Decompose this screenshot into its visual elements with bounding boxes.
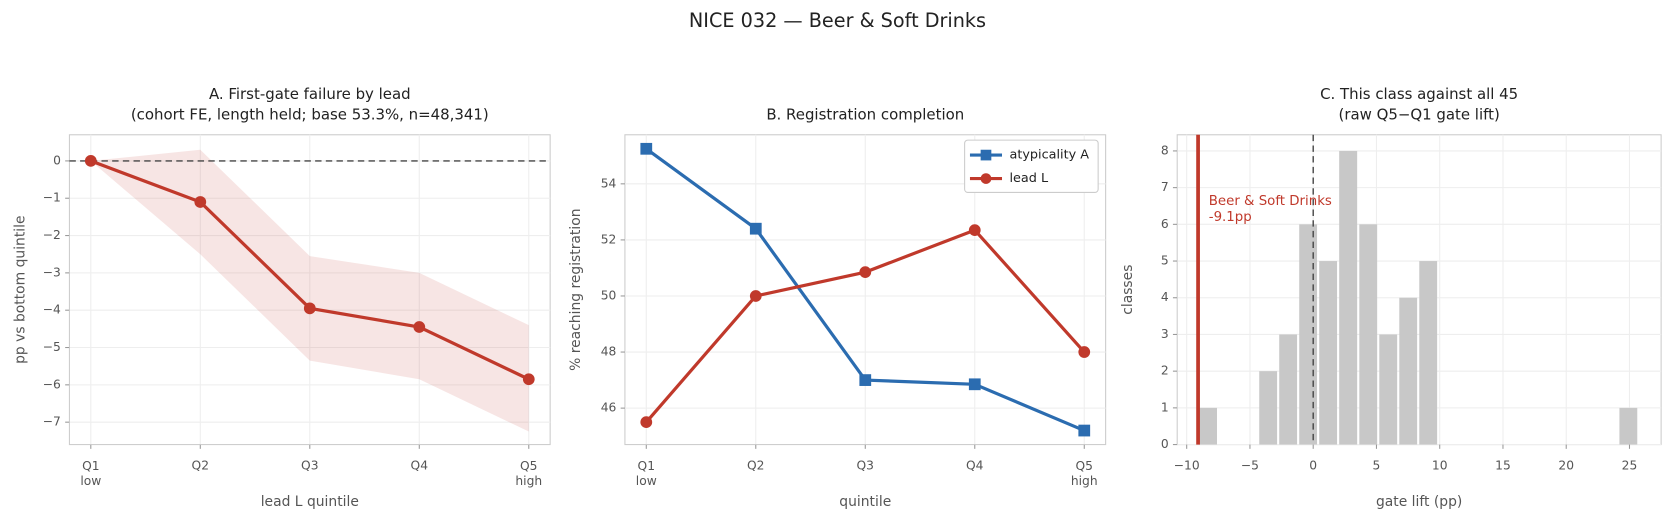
y-tick-label: 46 [601,401,617,415]
x-tick-label: Q4 [966,458,984,472]
data-point [413,321,426,333]
y-tick-label: 1 [1161,400,1169,414]
y-tick-label: 8 [1161,143,1169,157]
x-tick-label: Q3 [857,458,874,472]
y-tick-label: 0 [53,153,61,167]
data-point [522,373,535,386]
histogram-bar [1359,224,1378,445]
panel-title: B. Registration completion [766,106,964,124]
legend-label: lead L [1009,171,1048,186]
histogram-bar [1279,334,1298,445]
x-tick-label: Q5 high [515,458,542,487]
histogram-bar [1619,407,1638,445]
y-tick-label: −2 [43,228,61,242]
plot-area [1176,134,1662,446]
x-tick-label: Q3 [301,458,318,472]
data-point [968,224,981,236]
confidence-band [90,149,529,432]
y-tick-label: 4 [1161,290,1169,304]
panel-subtitle: (raw Q5−Q1 gate lift) [1339,106,1500,124]
y-tick-label: −5 [43,340,61,354]
x-axis-label: quintile [839,494,891,510]
y-tick-label: 6 [1161,217,1169,231]
y-tick-label: −1 [43,191,61,205]
data-point [1078,346,1091,358]
y-tick-label: 48 [601,345,617,359]
x-tick-label: −10 [1174,458,1200,472]
x-tick-label: Q2 [747,458,764,472]
y-axis-label: % reaching registration [568,208,584,370]
x-tick-label: Q1 low [636,458,657,487]
x-tick-label: 20 [1558,458,1574,472]
figure-title: NICE 032 — Beer & Soft Drinks [689,9,986,32]
legend-label: atypicality A [1009,148,1089,163]
histogram-bar [1419,261,1438,445]
data-point [859,266,872,279]
y-tick-label: 7 [1161,180,1169,194]
panel-subtitle: (cohort FE, length held; base 53.3%, n=4… [131,106,489,124]
x-tick-label: −5 [1241,458,1259,472]
x-tick-label: Q1 low [80,458,101,487]
data-point [194,196,207,208]
histogram-bar [1299,224,1318,445]
y-tick-label: 0 [1161,437,1169,451]
data-point [640,416,653,429]
x-tick-label: Q2 [192,458,209,472]
histogram-bar [1379,334,1398,445]
y-tick-label: −7 [43,415,61,429]
y-tick-label: −4 [43,303,61,317]
y-tick-label: 52 [601,232,617,246]
data-point [84,155,97,167]
x-tick-label: 15 [1495,458,1511,472]
x-axis-label: lead L quintile [261,494,359,510]
y-tick-label: 5 [1161,254,1169,268]
histogram-bar [1259,371,1278,445]
data-point [303,302,316,315]
histogram-bar [1399,297,1418,445]
y-tick-label: 3 [1161,327,1169,341]
legend-marker [980,173,992,184]
y-tick-label: −6 [43,377,61,391]
y-axis-label: pp vs bottom quintile [12,215,28,363]
data-point [859,374,872,386]
x-tick-label: 10 [1432,458,1448,472]
data-point [749,222,762,235]
x-axis-label: gate lift (pp) [1376,494,1462,510]
highlight-value: -9.1pp [1209,210,1252,225]
x-tick-label: Q4 [411,458,429,472]
data-point [1078,424,1091,437]
highlight-label: Beer & Soft Drinks [1209,194,1332,209]
x-tick-label: Q5 high [1071,458,1098,487]
x-tick-label: 0 [1309,458,1317,472]
panel-title: A. First-gate failure by lead [209,85,411,103]
y-tick-label: 54 [601,176,617,190]
panel-title: C. This class against all 45 [1320,85,1518,103]
y-axis-label: classes [1120,265,1136,315]
histogram-bar [1339,150,1358,445]
x-tick-label: 5 [1373,458,1381,472]
data-point [749,290,762,302]
legend-marker [980,149,992,161]
y-tick-label: 50 [601,288,617,302]
histogram-bar [1319,261,1338,445]
data-point [640,142,653,155]
data-point [968,378,981,391]
x-tick-label: 25 [1622,458,1638,472]
histogram-bar [1199,407,1217,445]
y-tick-label: −3 [43,265,61,279]
y-tick-label: 2 [1161,364,1169,378]
